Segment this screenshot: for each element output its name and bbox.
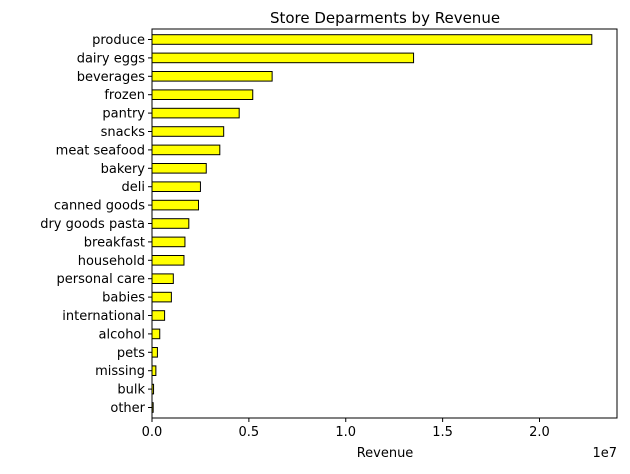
x-tick-label: 2.0 xyxy=(529,425,550,440)
bar-snacks xyxy=(151,126,225,137)
y-tick-label: pantry xyxy=(102,107,145,122)
bar-produce xyxy=(151,34,593,45)
y-tick-label: other xyxy=(110,401,145,416)
x-axis: 0.0 0.5 1.0 1.5 2.0 xyxy=(142,418,550,440)
y-tick-label: breakfast xyxy=(84,235,145,250)
y-tick-label: meat seafood xyxy=(56,143,145,158)
bar-alcohol xyxy=(151,328,161,340)
y-tick-label: bakery xyxy=(101,162,146,177)
bar-personal-care xyxy=(151,273,174,284)
y-tick-label: alcohol xyxy=(99,327,145,342)
bar-beverages xyxy=(151,71,273,82)
x-tick-label: 0.0 xyxy=(142,425,163,440)
y-tick-label: dairy eggs xyxy=(77,51,146,66)
bar-pets xyxy=(151,347,158,358)
x-tick-label: 0.5 xyxy=(239,425,260,440)
y-tick-label: produce xyxy=(92,33,145,48)
y-tick-label: beverages xyxy=(77,70,146,85)
y-tick-label: canned goods xyxy=(54,199,145,214)
x-tick-label: 1.0 xyxy=(335,425,356,440)
plot-frame xyxy=(151,28,618,419)
bars-layer xyxy=(151,34,593,413)
y-tick-label: frozen xyxy=(104,88,145,103)
y-tick-label: snacks xyxy=(101,125,146,140)
y-tick-label: household xyxy=(78,254,145,269)
y-tick-label: pets xyxy=(117,346,145,361)
y-tick-label: deli xyxy=(122,180,145,195)
x-tick-label: 1.5 xyxy=(432,425,453,440)
bar-frozen xyxy=(151,89,254,101)
bar-babies xyxy=(151,291,172,303)
bar-bakery xyxy=(151,163,207,174)
bar-international xyxy=(151,310,166,321)
bar-meat-seafood xyxy=(151,144,221,156)
bar-deli xyxy=(151,181,201,192)
x-axis-label: Revenue xyxy=(357,446,414,461)
bar-breakfast xyxy=(151,236,186,248)
chart-title: Store Deparments by Revenue xyxy=(270,9,500,27)
bar-household xyxy=(151,255,185,266)
y-tick-label: bulk xyxy=(117,383,145,398)
y-tick-label: dry goods pasta xyxy=(40,217,145,232)
bar-dry-goods-pasta xyxy=(151,218,190,229)
y-tick-label: missing xyxy=(95,364,145,379)
bar-missing xyxy=(151,365,157,376)
y-tick-label: personal care xyxy=(57,272,145,287)
y-tick-label: international xyxy=(62,309,145,324)
x-axis-scale-label: 1e7 xyxy=(592,446,617,461)
bar-dairy-eggs xyxy=(151,52,415,64)
bar-pantry xyxy=(151,107,240,119)
y-axis: produce dairy eggs beverages frozen pantry sn… xyxy=(40,33,152,416)
bar-canned-goods xyxy=(151,199,199,211)
y-tick-label: babies xyxy=(102,291,145,306)
